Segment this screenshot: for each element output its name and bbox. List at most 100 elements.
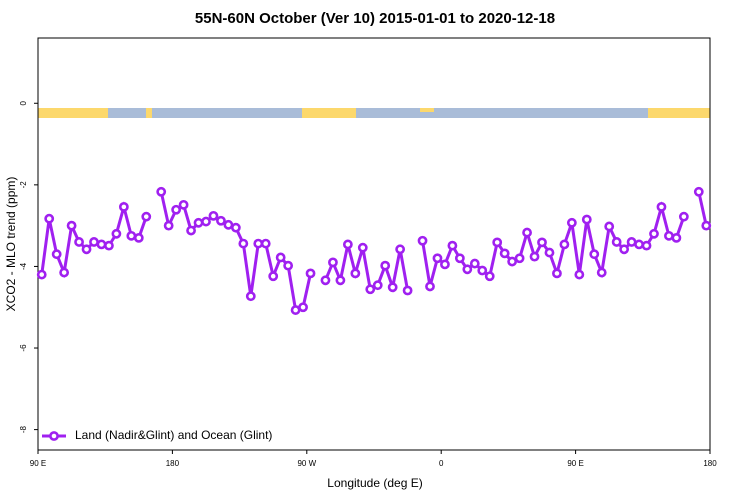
strip-ocean [356,108,648,118]
point [581,214,592,225]
point [604,221,615,232]
point [514,253,525,264]
point [552,268,562,279]
point [104,240,114,251]
point [596,267,607,278]
point [462,264,473,275]
point [634,239,644,250]
strip-ocean [108,108,146,118]
point [380,260,391,271]
point [342,239,353,250]
point [328,257,338,268]
point [678,211,689,222]
y-tick-label: -6 [19,344,28,352]
point [216,215,226,226]
point [171,204,182,215]
point [350,268,361,279]
x-axis-label: Longitude (deg E) [327,476,422,490]
point [305,268,316,279]
x-tick-label: 180 [166,459,180,468]
point [522,227,532,238]
point [447,240,458,251]
point [395,244,406,255]
point [89,237,99,247]
point [469,258,480,269]
point [193,217,204,228]
point [156,186,167,197]
x-tick-label: 90 E [567,459,583,468]
point [223,219,234,230]
point [230,222,241,233]
point [432,253,443,264]
point [589,249,600,260]
point [357,242,368,253]
x-tick-label: 90 E [30,459,46,468]
point [529,251,540,262]
point [36,269,47,280]
point [440,259,450,270]
point [133,232,144,243]
point [245,291,256,302]
point [425,281,435,292]
point [537,237,547,248]
point [649,228,659,239]
point [275,252,286,263]
point [619,244,630,255]
point [320,275,331,286]
strip-land [420,108,434,112]
y-tick-label: -2 [19,181,28,189]
point [178,199,189,210]
point [201,216,211,227]
point [59,267,70,278]
point [66,220,77,231]
land-ocean-strip [38,108,710,118]
point [574,269,585,280]
point [81,244,92,255]
point [641,240,652,251]
point [260,238,271,249]
point [126,230,137,241]
point [693,186,704,197]
point [454,253,465,264]
point [499,248,510,259]
legend-marker [49,431,59,441]
plot-frame [37,37,711,451]
chart-title: 55N-60N October (Ver 10) 2015-01-01 to 2… [195,10,555,27]
point [253,238,264,249]
point [298,302,308,313]
point [118,201,129,212]
point [163,220,174,231]
x-tick-label: 0 [439,459,444,468]
point [417,235,428,246]
point [484,271,495,282]
point [566,217,577,228]
point [664,230,674,241]
strip-ocean [152,108,302,118]
point [559,239,570,250]
point [74,237,84,247]
point [96,239,107,250]
y-tick-label: -8 [19,426,28,434]
point [208,210,219,221]
point [402,285,413,296]
y-axis-label: XCO2 - MLO trend (ppm) [4,177,18,312]
point [507,256,518,267]
point [656,201,667,212]
point [671,232,682,243]
point [51,249,62,260]
point [238,238,249,249]
point [611,237,622,247]
point [283,260,294,271]
point [141,211,152,222]
y-tick-label: 0 [19,100,28,105]
point [372,280,383,291]
point [186,225,196,236]
point [290,305,301,315]
point [477,265,488,276]
legend-label: Land (Nadir&Glint) and Ocean (Glint) [75,428,272,442]
point [492,237,503,248]
x-tick-label: 180 [703,459,717,468]
point [387,282,398,293]
